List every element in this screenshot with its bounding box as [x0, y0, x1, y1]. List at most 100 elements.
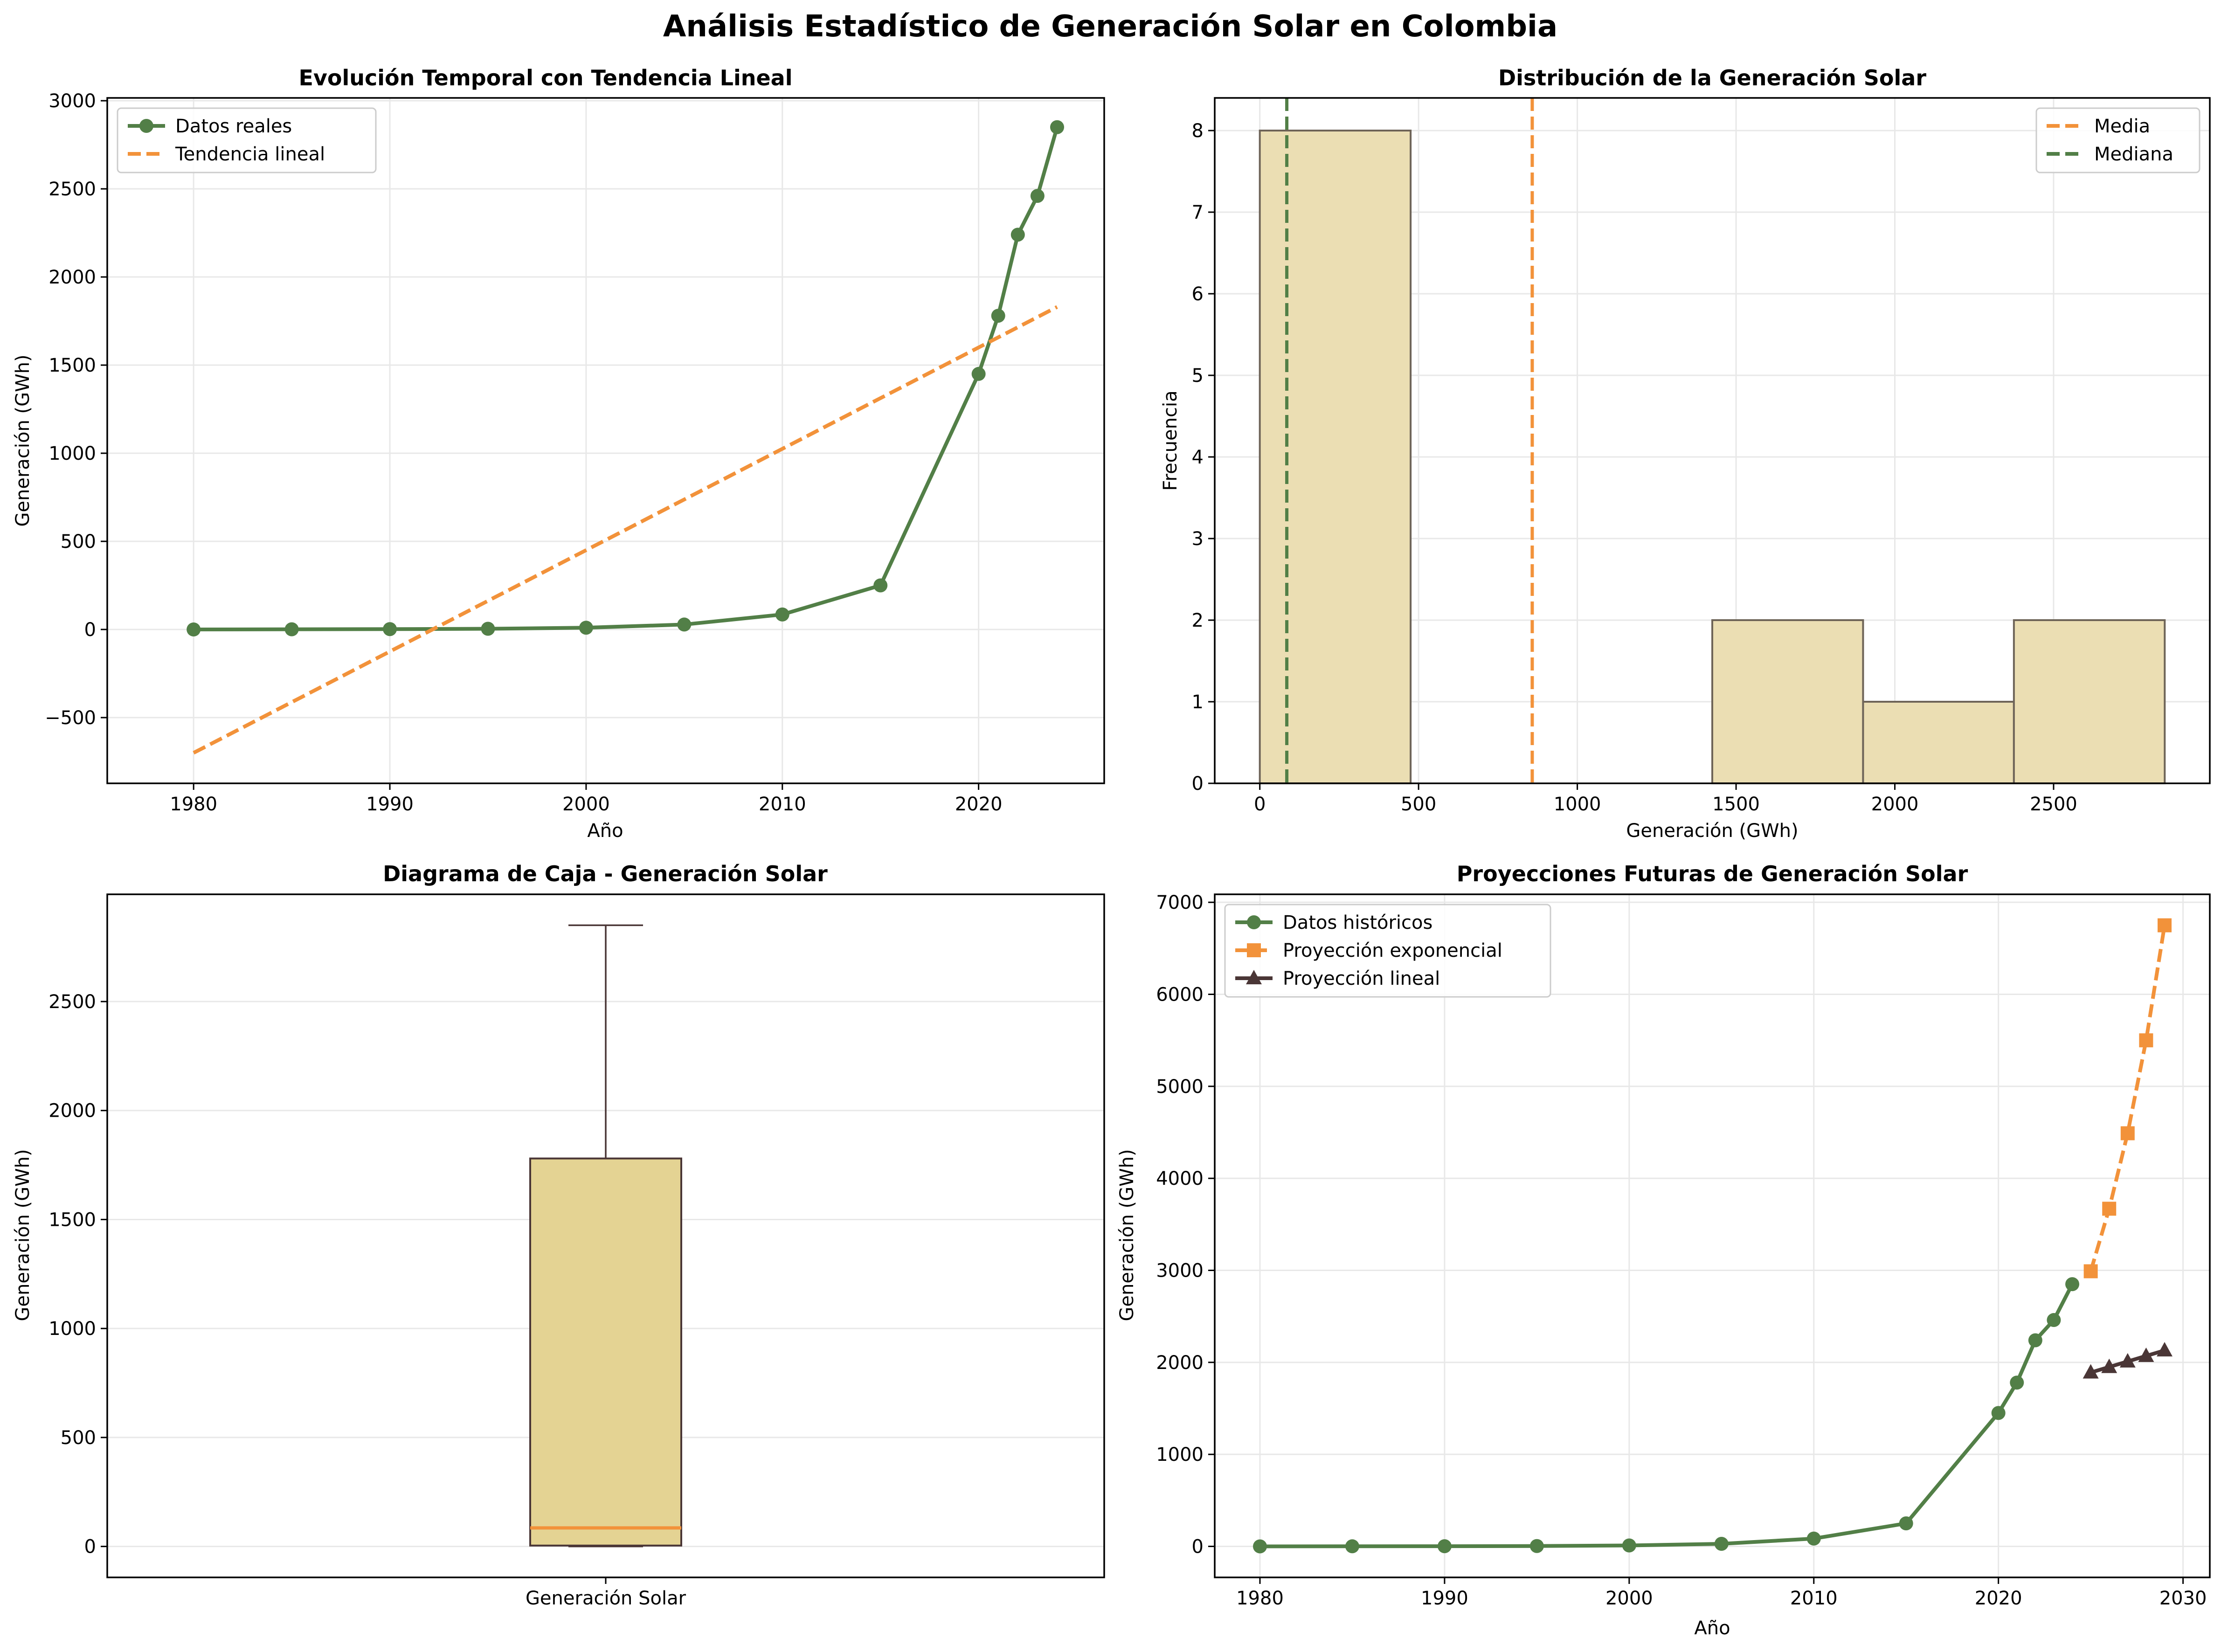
- x-tick-label: 1980: [1236, 1588, 1284, 1609]
- chart-title: Distribución de la Generación Solar: [1498, 65, 1926, 90]
- x-tick-label: 1990: [366, 794, 414, 815]
- data-point: [284, 622, 299, 636]
- x-axis-label: Año: [587, 820, 623, 842]
- x-tick-label: 2000: [1605, 1588, 1653, 1609]
- data-point: [1345, 1539, 1359, 1554]
- legend-label: Tendencia lineal: [175, 144, 325, 165]
- data-point: [2083, 1264, 2098, 1279]
- y-tick-label: 5: [1192, 365, 1204, 387]
- x-tick-label: 1500: [1712, 794, 1760, 815]
- y-tick-label: −500: [45, 707, 96, 729]
- data-point: [1050, 120, 1064, 134]
- data-point: [383, 622, 397, 636]
- y-tick-label: 3000: [1156, 1260, 1204, 1281]
- data-point: [1247, 943, 1261, 957]
- plot-frame: [1214, 97, 2211, 784]
- x-tick-label: 1980: [170, 794, 217, 815]
- legend-box: [117, 107, 377, 173]
- x-axis-label: Año: [1694, 1617, 1730, 1639]
- box-iqr: [529, 1157, 682, 1547]
- panel-histogram-chart: 0 500 1000 1500 2000 2500 0 1 2 3 4 5 6 7 8 Media Median…: [1160, 65, 2211, 842]
- y-tick-label: 1000: [1156, 1444, 1204, 1465]
- legend-label: Datos reales: [175, 116, 292, 137]
- data-point: [2065, 1277, 2080, 1292]
- histogram-bar: [1862, 701, 2015, 784]
- y-tick-label: 2: [1192, 610, 1204, 631]
- y-tick-label: 6000: [1156, 984, 1204, 1006]
- legend-box: [1224, 904, 1551, 998]
- y-tick-label: 2500: [48, 179, 96, 200]
- x-tick-label: 1990: [1421, 1588, 1468, 1609]
- data-point: [2158, 918, 2172, 933]
- data-point: [1247, 915, 1261, 929]
- data-point: [2028, 1333, 2042, 1348]
- y-tick-label: 7000: [1156, 892, 1204, 913]
- y-axis-label: Frecuencia: [1160, 390, 1181, 491]
- histogram-bar: [1711, 619, 1864, 784]
- y-tick-label: 6: [1192, 283, 1204, 305]
- y-tick-label: 3000: [48, 90, 96, 112]
- y-tick-label: 500: [61, 1427, 96, 1449]
- x-tick-label: 500: [1401, 794, 1436, 815]
- y-tick-label: 1000: [48, 1318, 96, 1340]
- y-tick-label: 1500: [48, 1209, 96, 1230]
- x-tick-label: 2500: [2030, 794, 2077, 815]
- data-point: [1437, 1539, 1452, 1554]
- panel-trend-chart: 1980 1990 2000 2010 2020 −500 0 500 1000 1500 2000…: [12, 65, 1105, 842]
- y-tick-label: 4: [1192, 447, 1204, 468]
- data-point: [991, 309, 1005, 323]
- legend-label: Proyección exponencial: [1283, 940, 1502, 961]
- y-axis-label: Generación (GWh): [1116, 1149, 1138, 1321]
- y-tick-label: 2000: [1156, 1352, 1204, 1374]
- data-point: [1991, 1406, 2006, 1420]
- y-tick-label: 3: [1192, 528, 1204, 550]
- data-point: [481, 622, 495, 636]
- x-tick-label: 2030: [2159, 1588, 2207, 1609]
- y-tick-label: 1500: [48, 355, 96, 376]
- legend-label: Mediana: [2094, 144, 2173, 165]
- x-tick-label: 2020: [1975, 1588, 2022, 1609]
- data-point: [677, 617, 692, 632]
- data-point: [873, 578, 888, 593]
- y-tick-label: 8: [1192, 120, 1204, 142]
- data-point: [2139, 1033, 2153, 1048]
- x-tick-label: 2010: [1790, 1588, 1838, 1609]
- data-point: [1010, 228, 1025, 242]
- series-line: [193, 305, 1058, 755]
- data-point: [187, 622, 201, 637]
- y-tick-label: 2000: [48, 267, 96, 288]
- x-tick-label: 1000: [1554, 794, 1601, 815]
- panel-projection-chart: 1980 1990 2000 2010 2020 2030 0 1000 2000 3000 400…: [1116, 861, 2211, 1639]
- plot-frame: [1214, 893, 2211, 1578]
- histogram-bar: [2013, 619, 2166, 784]
- y-axis-label: Generación (GWh): [12, 1149, 34, 1321]
- x-tick-label: Generación Solar: [526, 1588, 686, 1609]
- data-point: [2083, 1364, 2099, 1379]
- y-tick-label: 2500: [48, 991, 96, 1013]
- data-point: [1714, 1536, 1729, 1551]
- data-point: [579, 621, 593, 635]
- data-point: [1806, 1531, 1821, 1546]
- data-point: [1529, 1539, 1544, 1553]
- data-point: [1030, 189, 1045, 203]
- y-tick-label: 1000: [48, 443, 96, 464]
- data-point: [2010, 1376, 2024, 1390]
- data-point: [775, 607, 789, 622]
- y-tick-label: 1: [1192, 691, 1204, 713]
- data-point: [1253, 1539, 1267, 1554]
- data-point: [971, 366, 986, 381]
- histogram-bar: [1259, 130, 1412, 784]
- x-tick-label: 2010: [759, 794, 806, 815]
- x-tick-label: 2000: [1871, 794, 1919, 815]
- panel-boxplot-chart: 0 500 1000 1500 2000 2500 Generación Solar Dia…: [12, 861, 1105, 1609]
- x-axis-label: Generación (GWh): [1626, 820, 1798, 842]
- data-point: [2157, 1342, 2173, 1357]
- chart-title: Evolución Temporal con Tendencia Lineal: [298, 65, 792, 90]
- data-point: [2102, 1202, 2117, 1216]
- y-tick-label: 0: [84, 1536, 96, 1558]
- data-point: [2138, 1348, 2154, 1362]
- data-point: [1899, 1516, 1913, 1531]
- y-tick-label: 0: [84, 619, 96, 641]
- chart-title: Proyecciones Futuras de Generación Solar: [1457, 861, 1968, 886]
- chart-title: Diagrama de Caja - Generación Solar: [383, 861, 828, 886]
